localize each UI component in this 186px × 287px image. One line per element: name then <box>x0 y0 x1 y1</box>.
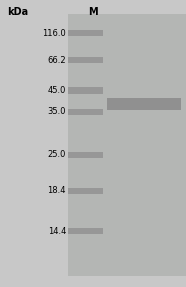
Text: 116.0: 116.0 <box>42 28 66 38</box>
Bar <box>68 87 103 94</box>
Bar <box>68 109 103 115</box>
Bar <box>107 98 181 110</box>
Bar <box>68 14 186 276</box>
Bar <box>68 57 103 63</box>
Bar <box>68 30 103 36</box>
Text: 25.0: 25.0 <box>48 150 66 160</box>
Bar <box>68 188 103 194</box>
Bar <box>68 152 103 158</box>
Text: 45.0: 45.0 <box>48 86 66 95</box>
Text: 14.4: 14.4 <box>48 226 66 236</box>
Text: 66.2: 66.2 <box>47 56 66 65</box>
Text: kDa: kDa <box>7 7 29 17</box>
Text: M: M <box>88 7 98 17</box>
Bar <box>68 228 103 234</box>
Text: 18.4: 18.4 <box>48 186 66 195</box>
Text: 35.0: 35.0 <box>48 107 66 117</box>
